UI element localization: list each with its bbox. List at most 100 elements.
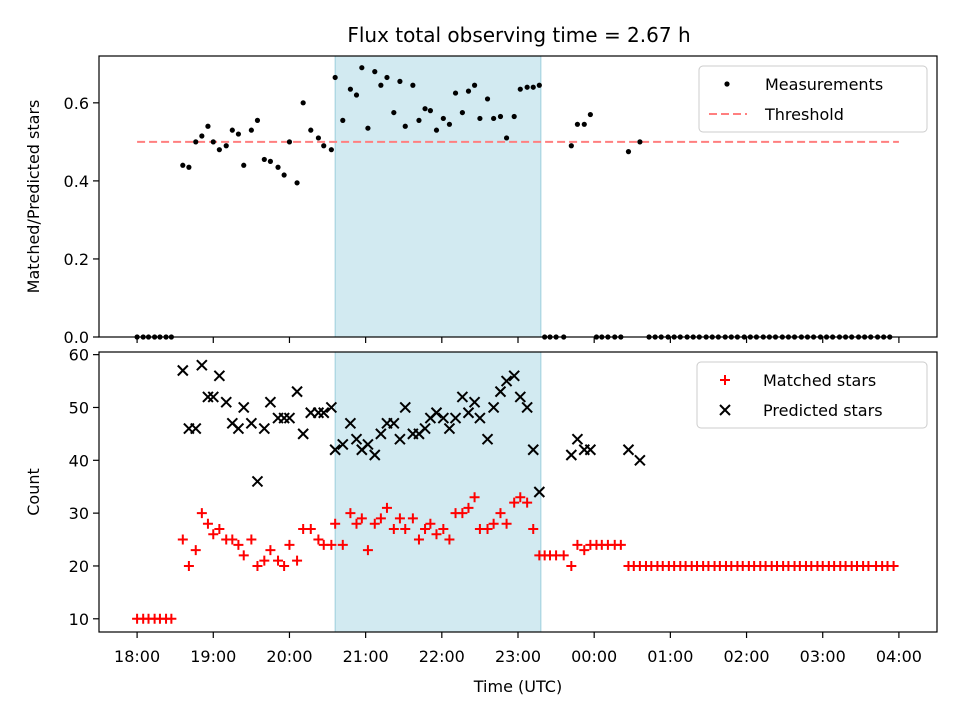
matched-point — [431, 529, 442, 540]
matched-point — [375, 513, 386, 524]
matched-point — [413, 534, 424, 545]
measurement-point — [229, 127, 235, 133]
matched-point — [482, 523, 493, 534]
matched-point — [279, 560, 290, 571]
measurement-point — [511, 113, 517, 120]
measurement-point — [587, 111, 593, 118]
predicted-point — [494, 385, 507, 398]
y-tick-label: 60 — [69, 346, 89, 365]
predicted-point — [622, 444, 635, 456]
measurement-point — [321, 143, 327, 149]
measurement-point — [359, 65, 365, 71]
measurement-point — [378, 82, 384, 88]
measurement-point — [205, 123, 211, 129]
measurement-point — [261, 156, 267, 163]
measurement-point — [446, 121, 453, 127]
measurement-point — [484, 96, 491, 102]
predicted-point — [443, 422, 456, 435]
measurement-point — [410, 82, 416, 88]
measurement-point — [625, 149, 632, 155]
x-tick-label: 20:00 — [266, 647, 312, 666]
predicted-point — [297, 428, 309, 440]
matched-point — [369, 518, 380, 529]
y-tick-label: 0.6 — [64, 94, 89, 113]
measurement-point — [235, 131, 242, 137]
predicted-point — [514, 391, 526, 403]
measurement-point — [440, 115, 446, 122]
measurement-point — [397, 78, 403, 84]
y-tick-label: 0.2 — [64, 250, 89, 269]
matched-point — [381, 502, 392, 513]
y-tick-label: 30 — [69, 504, 89, 523]
matched-point — [362, 545, 373, 556]
matched-point — [356, 513, 367, 524]
legend-box — [696, 361, 928, 429]
bottom-panel: 10 20 30 40 50 60 18:00 19:00 20:00 21:00 22:00 23:… — [24, 346, 938, 696]
measurement-point — [223, 143, 229, 149]
matched-point — [305, 523, 316, 534]
matched-point — [420, 523, 431, 534]
predicted-point — [251, 475, 264, 488]
predicted-point — [500, 375, 513, 387]
x-tick-label: 22:00 — [419, 647, 465, 666]
matched-point — [388, 523, 399, 534]
matched-point — [238, 550, 249, 561]
legend-label: Matched stars — [763, 371, 876, 390]
predicted-point — [584, 444, 597, 456]
matched-point — [313, 534, 324, 545]
legend-marker-matched — [720, 375, 730, 385]
matched-point — [273, 555, 284, 566]
predicted-point — [207, 391, 219, 403]
measurement-point — [372, 69, 378, 75]
measurement-point — [180, 162, 186, 168]
measurement-point — [248, 127, 254, 133]
y-tick-label: 0.4 — [64, 172, 89, 191]
matched-point — [196, 508, 207, 519]
measurement-point — [315, 135, 322, 141]
y-tick-label: 10 — [69, 610, 89, 629]
observing-window-shading — [335, 56, 541, 337]
predicted-point — [238, 401, 250, 414]
predicted-point — [388, 417, 400, 430]
matched-point — [501, 518, 512, 529]
matched-point — [337, 539, 348, 550]
matched-point — [425, 518, 436, 529]
measurement-point — [216, 147, 222, 153]
x-tick-label: 02:00 — [723, 647, 769, 666]
predicted-point — [177, 364, 189, 377]
measurement-point — [328, 147, 334, 153]
predicted-point — [399, 401, 411, 414]
x-axis-label: Time (UTC) — [473, 677, 562, 696]
predicted-point — [196, 359, 208, 371]
x-tick-label: 21:00 — [343, 647, 389, 666]
matched-point — [469, 492, 480, 503]
matched-point — [579, 545, 590, 556]
predicted-point — [521, 401, 533, 414]
predicted-point — [264, 396, 277, 408]
measurement-point — [574, 121, 581, 127]
matched-point — [292, 555, 303, 566]
measurement-point — [530, 84, 536, 90]
x-tick-label: 01:00 — [647, 647, 693, 666]
predicted-point — [430, 407, 443, 419]
predicted-point — [462, 407, 475, 419]
matched-point — [572, 539, 583, 550]
matched-point — [888, 560, 899, 571]
matched-point — [265, 545, 276, 556]
measurement-point — [186, 164, 192, 170]
predicted-point — [375, 428, 387, 440]
matched-point — [394, 513, 405, 524]
measurement-point — [471, 82, 478, 88]
predicted-point — [190, 422, 202, 435]
measurement-point — [267, 158, 274, 164]
measurement-point — [308, 127, 314, 133]
matched-point — [522, 497, 533, 508]
measurement-point — [294, 180, 300, 186]
matched-point — [166, 613, 177, 624]
matched-point — [233, 539, 244, 550]
x-tick-label: 18:00 — [114, 647, 160, 666]
predicted-point — [456, 391, 469, 403]
matched-point — [407, 513, 418, 524]
matched-point — [284, 539, 295, 550]
